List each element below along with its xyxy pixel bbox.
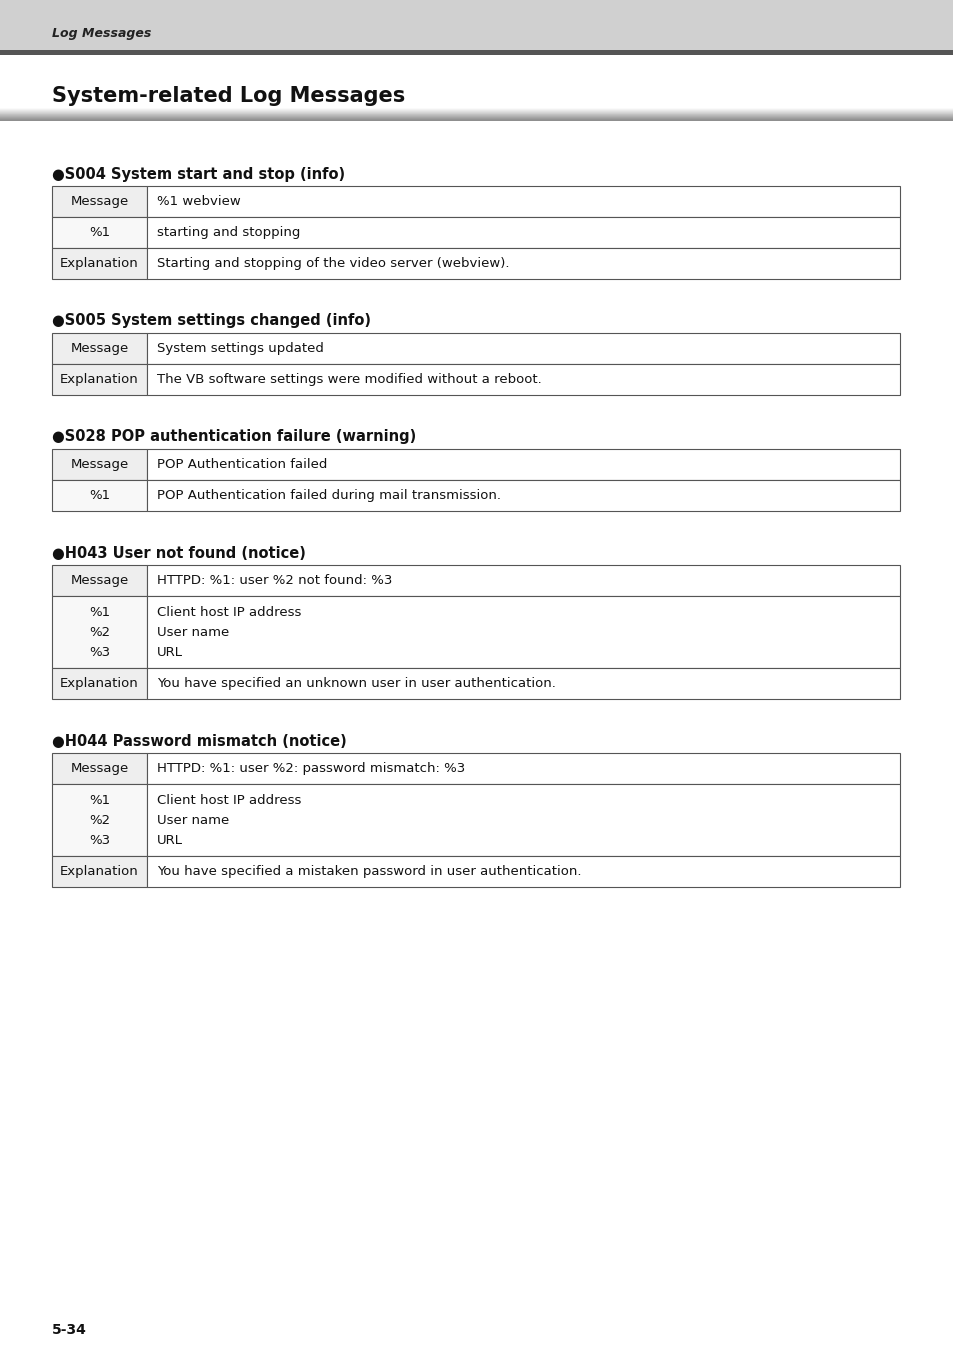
Text: The VB software settings were modified without a reboot.: The VB software settings were modified w… [157,373,541,387]
Text: HTTPD: %1: user %2: password mismatch: %3: HTTPD: %1: user %2: password mismatch: %… [157,763,465,775]
Bar [0,50,953,55]
Bar [147,856,899,887]
Bar [52,449,147,480]
Text: System-related Log Messages: System-related Log Messages [52,87,405,105]
Text: Message: Message [71,763,129,775]
Text: System settings updated: System settings updated [157,342,323,356]
Text: starting and stopping: starting and stopping [157,226,300,239]
Bar [52,784,147,856]
Bar [52,668,147,699]
Text: %1: %1 [89,489,110,502]
Text: Starting and stopping of the video server (webview).: Starting and stopping of the video serve… [157,257,509,270]
Text: %1: %1 [89,226,110,239]
Bar [147,668,899,699]
Text: ●H043 User not found (notice): ●H043 User not found (notice) [52,545,306,561]
Text: Message: Message [71,458,129,470]
Text: %1
%2
%3: %1 %2 %3 [89,606,110,658]
Bar [147,565,899,596]
Text: Explanation: Explanation [60,865,139,877]
Text: Explanation: Explanation [60,677,139,690]
Text: Explanation: Explanation [60,257,139,270]
Text: Message: Message [71,195,129,208]
Bar [147,187,899,218]
Text: ●S005 System settings changed (info): ●S005 System settings changed (info) [52,314,371,329]
Text: ●S004 System start and stop (info): ●S004 System start and stop (info) [52,166,345,181]
Bar [0,0,953,50]
Text: POP Authentication failed: POP Authentication failed [157,458,327,470]
Text: You have specified an unknown user in user authentication.: You have specified an unknown user in us… [157,677,556,690]
Bar [147,480,899,511]
Text: ●S028 POP authentication failure (warning): ●S028 POP authentication failure (warnin… [52,430,416,445]
Bar [52,218,147,247]
Bar [147,247,899,279]
Text: ●H044 Password mismatch (notice): ●H044 Password mismatch (notice) [52,734,346,749]
Text: You have specified a mistaken password in user authentication.: You have specified a mistaken password i… [157,865,581,877]
Bar [147,449,899,480]
Bar [147,333,899,364]
Bar [52,480,147,511]
Text: POP Authentication failed during mail transmission.: POP Authentication failed during mail tr… [157,489,500,502]
Bar [147,596,899,668]
Bar [52,333,147,364]
Bar [147,218,899,247]
Bar [0,58,953,120]
Bar [147,753,899,784]
Text: Client host IP address
User name
URL: Client host IP address User name URL [157,606,301,658]
Text: Client host IP address
User name
URL: Client host IP address User name URL [157,794,301,846]
Text: Log Messages: Log Messages [52,27,152,39]
Text: Explanation: Explanation [60,373,139,387]
Bar [52,187,147,218]
Text: %1
%2
%3: %1 %2 %3 [89,794,110,846]
Bar [52,753,147,784]
Text: HTTPD: %1: user %2 not found: %3: HTTPD: %1: user %2 not found: %3 [157,575,392,587]
Bar [52,856,147,887]
Bar [52,565,147,596]
Text: Message: Message [71,575,129,587]
Text: %1 webview: %1 webview [157,195,240,208]
Bar [52,596,147,668]
Bar [52,364,147,395]
Bar [147,364,899,395]
Text: 5-34: 5-34 [52,1324,87,1337]
Bar [52,247,147,279]
Text: Message: Message [71,342,129,356]
Bar [147,784,899,856]
